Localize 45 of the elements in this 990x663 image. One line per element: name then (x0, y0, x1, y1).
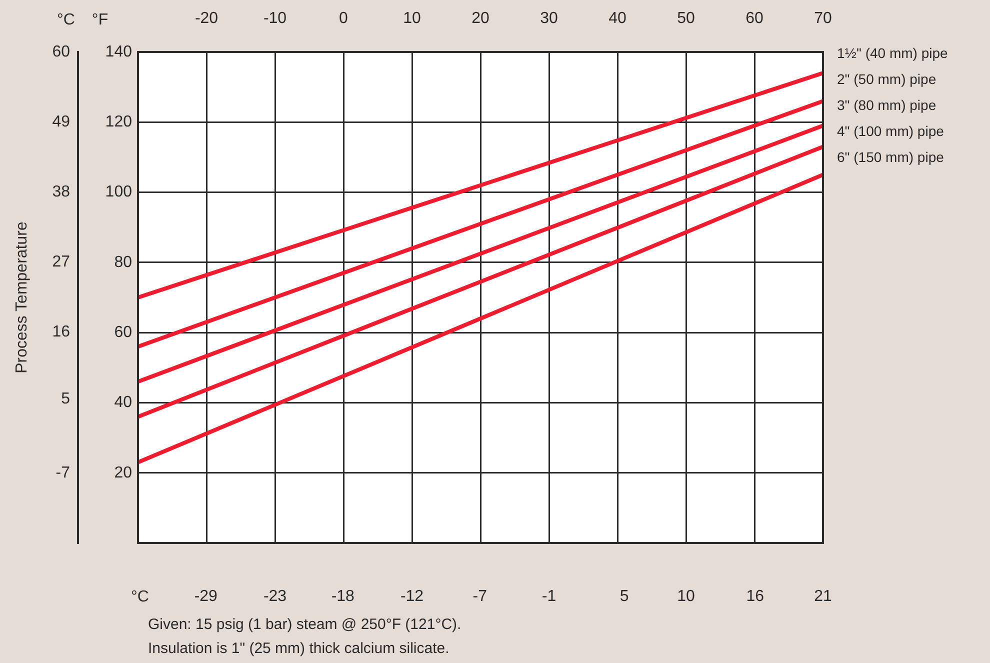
x-tick-label: 16 (746, 588, 764, 606)
y2-tick-label: 20 (114, 464, 132, 482)
y-tick-label: 38 (52, 184, 70, 201)
text: °C (57, 11, 75, 28)
x2-tick-label: 0 (339, 10, 348, 27)
x-tick-label: -18 (331, 588, 355, 606)
y-axis-title: Process Temperature (13, 222, 30, 374)
y2-tick-label: 80 (114, 254, 132, 271)
x2-tick-label: 70 (814, 10, 832, 27)
x2-tick-label: -10 (263, 10, 287, 27)
y-tick-label: 16 (52, 324, 70, 341)
y-tick-label: 60 (52, 43, 70, 60)
x-tick-label: 5 (620, 588, 629, 606)
x-tick-label: -7 (472, 588, 488, 606)
series-label: 3" (80 mm) pipe (837, 96, 936, 113)
y-tick-label: 5 (61, 390, 70, 408)
x-tick-label: -12 (400, 588, 424, 606)
x-tick-label: 21 (814, 588, 832, 606)
text: Given: 15 psig (1 bar) steam @ 250°F (121°C). (148, 616, 462, 634)
y-tick-label: 27 (52, 254, 70, 271)
x2-tick-label: 40 (608, 10, 626, 27)
y2-tick-label: 140 (105, 43, 132, 60)
y2-tick-label: 60 (114, 324, 132, 341)
y2-axis-title: °F (92, 11, 108, 28)
series-label: 2" (50 mm) pipe (837, 70, 936, 87)
y2-tick-label: 100 (105, 184, 132, 201)
x2-tick-label: 50 (677, 10, 695, 27)
x-tick-label: -1 (542, 588, 556, 606)
y-tick-label: -7 (56, 464, 70, 482)
x-tick-label: 10 (677, 588, 695, 606)
x2-tick-label: -20 (194, 10, 218, 27)
x-tick-label: -29 (194, 588, 218, 606)
x2-tick-label: 30 (540, 10, 558, 27)
y-tick-label: 49 (52, 113, 70, 130)
x2-tick-label: 10 (403, 10, 421, 27)
x2-tick-label: 60 (746, 10, 764, 27)
text: Insulation is 1" (25 mm) thick calcium silicate. (148, 640, 450, 658)
series-label: 4" (100 mm) pipe (837, 122, 944, 139)
series-label: 1½" (40 mm) pipe (837, 44, 948, 61)
series-label: 6" (150 mm) pipe (837, 148, 944, 165)
y2-tick-label: 120 (105, 114, 132, 131)
y2-tick-label: 40 (114, 394, 132, 412)
x-tick-label: -23 (263, 588, 287, 606)
x2-tick-label: 20 (472, 10, 490, 27)
x-axis-title: °C (131, 588, 149, 606)
